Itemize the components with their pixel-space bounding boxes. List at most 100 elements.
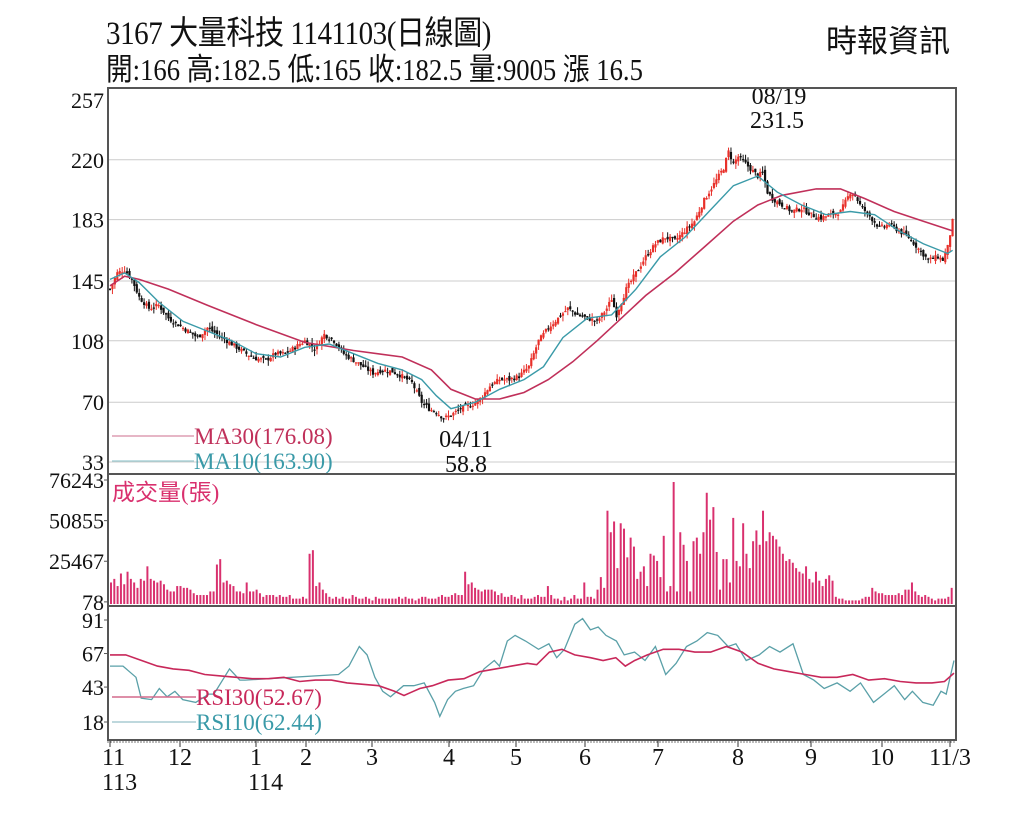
volume-bar	[702, 532, 705, 604]
volume-bar	[795, 568, 798, 604]
volume-bar	[725, 559, 728, 604]
volume-bar	[305, 598, 308, 604]
volume-bar	[536, 595, 539, 604]
volume-bar	[679, 532, 682, 604]
ohlc-summary: 開:166 高:182.5 低:165 收:182.5 量:9005 漲 16.…	[106, 52, 643, 87]
volume-bar	[881, 593, 884, 604]
volume-bar	[368, 598, 371, 604]
volume-bar	[556, 598, 559, 604]
volume-bar	[831, 580, 834, 604]
volume-bar	[666, 591, 669, 604]
volume-bar	[507, 596, 510, 604]
volume-bar	[934, 600, 937, 604]
volume-bar	[748, 568, 751, 604]
volume-bar	[719, 589, 721, 604]
rsi-tick-label: 91	[82, 608, 104, 633]
price-tick-label: 108	[71, 329, 104, 354]
volume-bar	[947, 596, 950, 604]
volume-bar	[762, 510, 765, 604]
volume-bar	[149, 578, 152, 604]
volume-tick-label: 25467	[49, 549, 104, 574]
volume-bar	[235, 591, 238, 604]
volume-bar	[321, 589, 324, 604]
volume-bar	[672, 482, 675, 604]
rsi-tick-label: 18	[82, 710, 104, 735]
volume-bar	[437, 596, 440, 604]
volume-bar	[636, 578, 639, 604]
volume-bar	[153, 580, 156, 604]
price-tick-label: 145	[71, 269, 104, 294]
volume-bar	[199, 595, 202, 604]
volume-bar	[897, 593, 900, 604]
volume-bar	[196, 595, 199, 604]
volume-bar	[229, 584, 232, 604]
volume-bar	[566, 600, 569, 604]
volume-bar	[609, 532, 612, 604]
volume-bar	[335, 596, 338, 604]
low-date-label: 04/11	[439, 427, 493, 453]
volume-bar	[950, 587, 953, 604]
x-tick-label: 3	[366, 745, 378, 771]
volume-bar	[510, 595, 513, 604]
volume-bar	[517, 598, 520, 604]
volume-bar	[626, 557, 629, 604]
volume-bar	[738, 566, 741, 604]
volume-bar	[156, 582, 159, 604]
volume-bar	[887, 595, 890, 604]
volume-tick-label: 78	[82, 590, 104, 615]
volume-bar	[447, 596, 450, 604]
volume-bar	[232, 586, 235, 604]
volume-bar	[421, 596, 424, 604]
x-tick-label: 7	[652, 745, 664, 771]
volume-bar	[669, 586, 672, 604]
x-tick-label: 11/3	[929, 745, 971, 771]
volume-bar	[225, 580, 228, 604]
volume-bar	[407, 598, 410, 604]
volume-bar	[927, 596, 930, 604]
volume-bar	[493, 591, 496, 604]
x-tick-label: 5	[510, 745, 522, 771]
volume-bar	[219, 559, 222, 604]
volume-bar	[814, 571, 817, 604]
price-tick-label: 70	[82, 390, 104, 415]
volume-bar	[848, 600, 851, 604]
volume-bar	[129, 578, 132, 604]
price-tick-label: 220	[71, 148, 104, 173]
volume-bar	[712, 507, 715, 604]
volume-bar	[758, 544, 761, 604]
volume-bar	[573, 595, 576, 604]
volume-bar	[920, 596, 923, 604]
volume-bar	[649, 553, 652, 604]
volume-bar	[450, 595, 453, 604]
volume-bar	[523, 598, 526, 604]
volume-bar	[781, 553, 784, 604]
volume-bar	[331, 598, 334, 604]
volume-bar	[613, 521, 616, 604]
volume-bar	[527, 598, 530, 604]
volume-bar	[371, 600, 374, 604]
volume-bar	[176, 586, 179, 604]
volume-bar	[752, 541, 755, 604]
volume-bar	[427, 598, 430, 604]
volume-bar	[169, 591, 172, 604]
volume-title: 成交量(張)	[112, 480, 219, 505]
rsi30-line	[110, 645, 955, 697]
volume-bar	[775, 539, 778, 604]
volume-bar	[275, 596, 278, 604]
volume-bar	[553, 598, 556, 604]
x-tick-label: 6	[579, 745, 591, 771]
volume-bar	[642, 566, 645, 604]
volume-bar	[364, 596, 367, 604]
volume-bar	[143, 580, 146, 604]
volume-bar	[381, 598, 384, 604]
volume-bar	[858, 600, 861, 604]
chart-title: 3167 大量科技 1141103(日線圖)	[106, 16, 492, 52]
volume-bar	[285, 596, 288, 604]
volume-bar	[745, 553, 748, 604]
price-tick-label: 257	[71, 88, 104, 113]
volume-bar	[788, 559, 791, 604]
volume-bar	[404, 596, 407, 604]
volume-bar	[212, 591, 215, 604]
